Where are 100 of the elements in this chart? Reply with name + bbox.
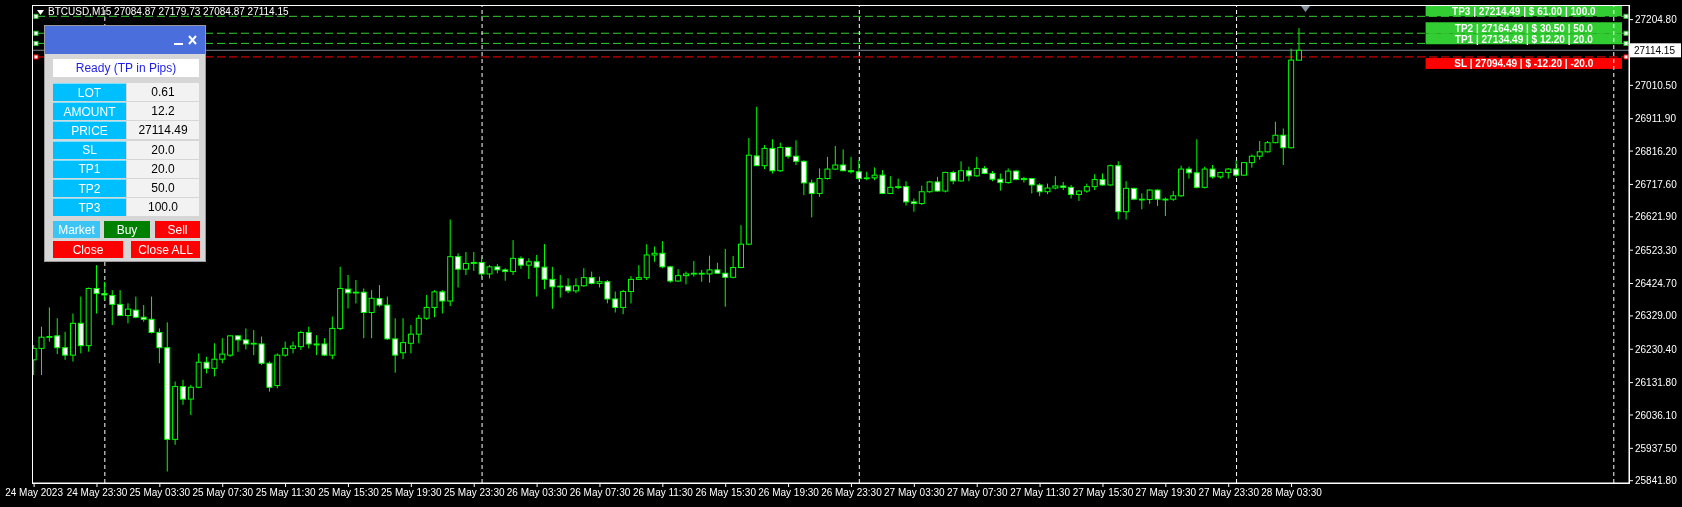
x-tick-label: 25 May 23:30 (443, 487, 505, 499)
candlestick (848, 156, 855, 174)
value-field: 50.0 (127, 179, 199, 197)
value-field: 12.2 (127, 102, 199, 121)
candlestick (187, 384, 194, 416)
candlestick (620, 289, 627, 315)
candlestick (793, 139, 800, 166)
value-field: 100.0 (127, 198, 199, 217)
x-tick-label: 27 May 19:30 (1135, 487, 1197, 499)
candlestick (525, 257, 532, 280)
candlestick (1193, 138, 1200, 189)
x-tick-label: 25 May 19:30 (381, 487, 443, 499)
button: Market (53, 221, 100, 238)
value-field: 20.0 (127, 140, 199, 159)
label-button: PRICE (53, 121, 126, 140)
candlestick (407, 324, 414, 354)
candlestick (682, 271, 689, 285)
candlestick (62, 331, 69, 361)
y-tick-label: 26621.90 (1635, 211, 1678, 223)
candlestick (1075, 189, 1082, 202)
y-tick-label: 26230.40 (1635, 343, 1678, 355)
x-tick-label: 28 May 03:30 (1261, 487, 1323, 499)
candlestick (124, 302, 131, 324)
y-tick-label: 25841.80 (1635, 475, 1678, 487)
ref-line-label: TP1 | 27134.49 | $ 12.20 | 20.0 (1454, 33, 1594, 45)
candlestick (510, 239, 517, 276)
candlestick (910, 198, 917, 213)
y-tick-label: 27204.80 (1635, 14, 1678, 26)
candlestick (227, 334, 234, 358)
candlestick (1248, 154, 1255, 169)
candlestick (958, 160, 965, 183)
button: Sell (155, 221, 200, 238)
x-tick-label: 27 May 23:30 (1198, 487, 1260, 499)
x-tick-label: 26 May 15:30 (695, 487, 757, 499)
y-tick-label: 26036.10 (1635, 409, 1678, 421)
status-field: Ready (TP in Pips) (53, 59, 199, 77)
candlestick (345, 274, 352, 309)
x-tick-label: 24 May 2023 (5, 487, 64, 499)
x-tick-label: 26 May 03:30 (506, 487, 568, 499)
y-tick-label: 25937.50 (1635, 442, 1678, 454)
candlestick (352, 279, 359, 304)
candlestick (1185, 166, 1192, 180)
label-button: LOT (53, 83, 126, 101)
x-tick-label: 25 May 15:30 (318, 487, 380, 499)
x-tick-label: 25 May 07:30 (192, 487, 254, 499)
candlestick (179, 379, 186, 406)
button: Close (53, 241, 123, 258)
candlestick (235, 334, 242, 353)
y-tick-label: 26816.20 (1635, 145, 1678, 157)
candlestick (297, 330, 304, 351)
candlestick (1296, 27, 1303, 61)
annotation: BTCUSD,M15 27084.87 27179.73 27084.87 27114.15 (48, 6, 289, 18)
label-button: SL (53, 140, 126, 159)
candlestick (290, 341, 297, 354)
ref-line-label: SL | 27094.49 | $ -12.20 | -20.0 (1454, 58, 1594, 70)
x-tick-label: 26 May 07:30 (569, 487, 631, 499)
candlestick (627, 275, 634, 304)
candlestick (1020, 176, 1027, 184)
ref-line-label: TP2 | 27164.49 | $ 30.50 | 50.0 (1454, 22, 1594, 34)
candlestick (392, 317, 399, 374)
candlestick (675, 268, 682, 283)
candlestick (242, 327, 249, 350)
x-tick-label: 24 May 23:30 (66, 487, 128, 499)
candlestick (400, 317, 407, 360)
label-button: TP2 (53, 179, 126, 197)
y-tick-label: 26717.60 (1635, 178, 1678, 190)
candlestick (117, 289, 124, 317)
x-tick-label: 27 May 11:30 (1010, 487, 1071, 499)
candlestick (565, 277, 572, 294)
x-tick-label: 25 May 03:30 (129, 487, 191, 499)
value-field: 27114.49 (127, 121, 199, 140)
candlestick (1123, 180, 1130, 220)
ref-line-label: 27114.15 (1634, 45, 1676, 57)
candlestick (800, 159, 807, 196)
candlestick (572, 277, 579, 294)
candlestick (455, 252, 462, 288)
x-tick-label: 26 May 11:30 (632, 487, 694, 499)
y-tick-label: 26911.90 (1635, 113, 1677, 125)
y-tick-label: 26523.30 (1635, 244, 1678, 256)
x-tick-label: 25 May 11:30 (255, 487, 316, 499)
candlestick (77, 296, 84, 354)
candlestick (903, 180, 910, 207)
candlestick (738, 224, 744, 269)
candlestick (580, 267, 587, 288)
x-tick-label: 26 May 23:30 (821, 487, 883, 499)
value-field: 0.61 (127, 83, 199, 101)
y-tick-label: 26424.70 (1635, 278, 1678, 290)
x-tick-label: 27 May 03:30 (884, 487, 946, 499)
y-tick-label: 27010.50 (1635, 79, 1678, 91)
label-button: AMOUNT (53, 102, 126, 121)
ref-line-label: TP3 | 27214.49 | $ 61.00 | 100.0 (1452, 5, 1596, 17)
x-tick-label: 27 May 07:30 (946, 487, 1008, 499)
label-button: TP1 (53, 159, 126, 178)
button: Buy (104, 221, 150, 238)
x-tick-label: 27 May 15:30 (1072, 487, 1134, 499)
label-button: TP3 (53, 198, 126, 217)
x-tick-label: 26 May 19:30 (758, 487, 820, 499)
y-tick-label: 26329.00 (1635, 310, 1678, 322)
value-field: 20.0 (127, 159, 199, 178)
y-tick-label: 26131.80 (1635, 377, 1678, 389)
